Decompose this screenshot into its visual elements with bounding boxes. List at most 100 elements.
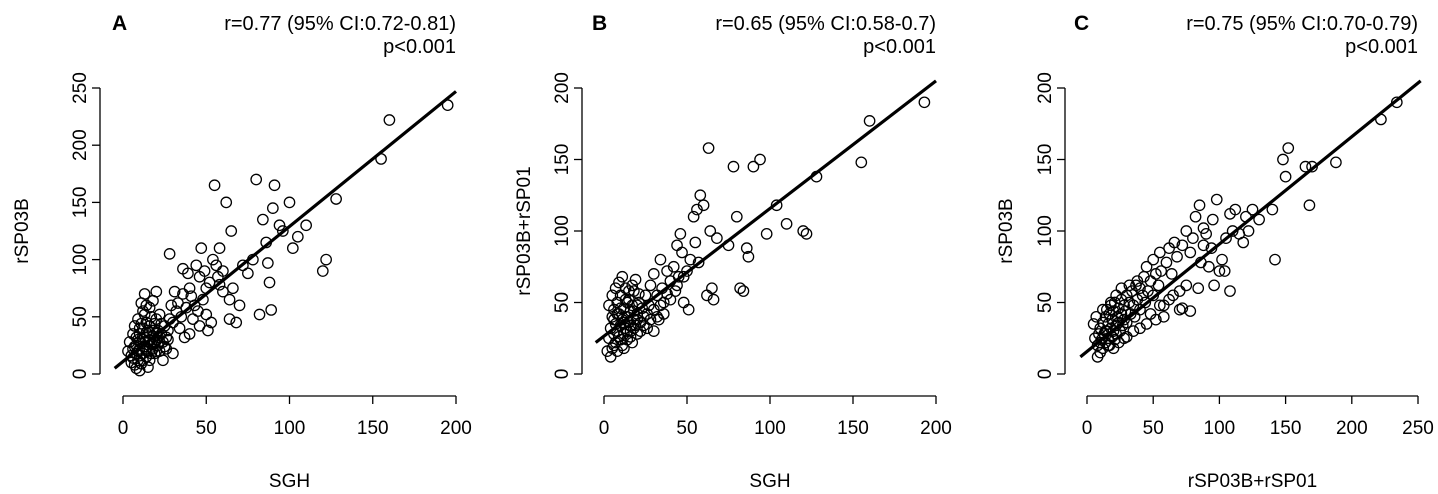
y-tick-label: 100	[70, 244, 91, 276]
regression-line	[594, 79, 937, 344]
data-point	[1269, 253, 1281, 266]
data-point	[637, 310, 650, 323]
data-point	[618, 328, 630, 340]
y-tick-label: 50	[1035, 292, 1056, 313]
y-tick-label: 100	[552, 215, 573, 247]
data-point	[644, 279, 657, 292]
data-point	[207, 253, 219, 266]
data-point	[747, 160, 760, 173]
data-point	[1282, 142, 1295, 154]
x-tick-label: 0	[599, 418, 610, 439]
panel-letter: A	[112, 12, 127, 35]
data-point	[1153, 246, 1166, 259]
data-point	[1131, 275, 1144, 287]
data-point	[918, 96, 931, 109]
data-point	[1115, 282, 1128, 295]
data-point	[706, 282, 718, 295]
data-point	[692, 256, 705, 269]
p-value-label: p<0.001	[863, 36, 936, 58]
data-point	[633, 288, 645, 300]
data-point	[687, 210, 700, 223]
data-point	[647, 325, 660, 337]
data-point	[754, 153, 766, 166]
data-point	[1139, 296, 1152, 309]
data-point	[770, 199, 783, 212]
data-point	[198, 265, 211, 277]
data-point	[130, 362, 143, 375]
data-point	[1193, 199, 1206, 212]
data-point	[1299, 160, 1312, 173]
x-tick-label: 200	[1336, 418, 1368, 439]
data-point	[671, 239, 683, 252]
data-point	[253, 308, 266, 321]
x-axis-title: SGH	[269, 471, 310, 492]
data-point	[158, 340, 171, 353]
x-tick-label: 50	[1143, 418, 1164, 439]
data-point	[684, 253, 697, 266]
y-tick-label: 0	[552, 369, 573, 380]
x-tick-label: 250	[1402, 418, 1434, 439]
data-point	[1087, 318, 1100, 330]
data-point	[1210, 193, 1223, 206]
data-point	[316, 265, 329, 277]
data-point	[291, 230, 304, 243]
x-tick-label: 150	[1270, 418, 1302, 439]
data-point	[1390, 96, 1403, 109]
data-point	[217, 285, 229, 298]
data-point	[1197, 239, 1210, 252]
data-point	[669, 285, 682, 297]
x-tick-label: 150	[837, 418, 869, 439]
data-point	[780, 218, 793, 230]
data-point	[1167, 289, 1179, 302]
y-tick-label: 150	[1035, 144, 1056, 176]
data-point	[153, 308, 166, 321]
y-axis-title: rSP03B+rSP01	[514, 166, 535, 295]
data-point	[162, 333, 174, 346]
data-point	[1118, 313, 1130, 326]
data-point	[694, 189, 707, 202]
data-point	[634, 325, 647, 337]
data-point	[142, 324, 154, 337]
data-point	[609, 282, 622, 295]
data-point	[223, 293, 236, 306]
data-point	[177, 262, 189, 275]
x-tick-label: 50	[676, 418, 697, 439]
data-point	[220, 196, 233, 209]
data-point	[611, 345, 624, 357]
data-point	[193, 320, 206, 332]
data-point	[1197, 222, 1210, 234]
data-point	[1277, 153, 1289, 166]
data-point	[704, 225, 717, 237]
y-tick-label: 150	[552, 144, 573, 176]
data-point	[1180, 279, 1193, 292]
data-point	[1140, 260, 1153, 273]
data-point	[1171, 250, 1183, 263]
data-point	[1192, 282, 1205, 295]
correlation-title: r=0.77 (95% CI:0.72-0.81)	[224, 13, 456, 35]
data-point	[1160, 256, 1173, 269]
data-point	[737, 285, 750, 297]
data-point	[689, 236, 702, 249]
regression-line	[113, 90, 458, 370]
panel-letter: B	[592, 12, 607, 35]
data-point	[618, 342, 630, 355]
data-point	[1173, 285, 1186, 297]
data-point	[677, 270, 690, 283]
data-point	[165, 299, 178, 312]
y-tick-label: 0	[1035, 369, 1056, 380]
data-point	[1229, 203, 1242, 216]
data-point	[1094, 336, 1107, 349]
x-axis-title: rSP03B+rSP01	[1188, 471, 1317, 492]
data-point	[797, 225, 810, 237]
data-point	[614, 302, 627, 315]
p-value-label: p<0.001	[383, 36, 456, 58]
data-point	[1157, 310, 1170, 323]
data-point	[233, 299, 246, 312]
data-point	[1134, 322, 1146, 335]
data-point	[1093, 328, 1105, 340]
data-point	[1147, 253, 1160, 266]
data-point	[230, 316, 243, 329]
data-point	[644, 313, 657, 326]
panel-letter: C	[1074, 12, 1089, 35]
